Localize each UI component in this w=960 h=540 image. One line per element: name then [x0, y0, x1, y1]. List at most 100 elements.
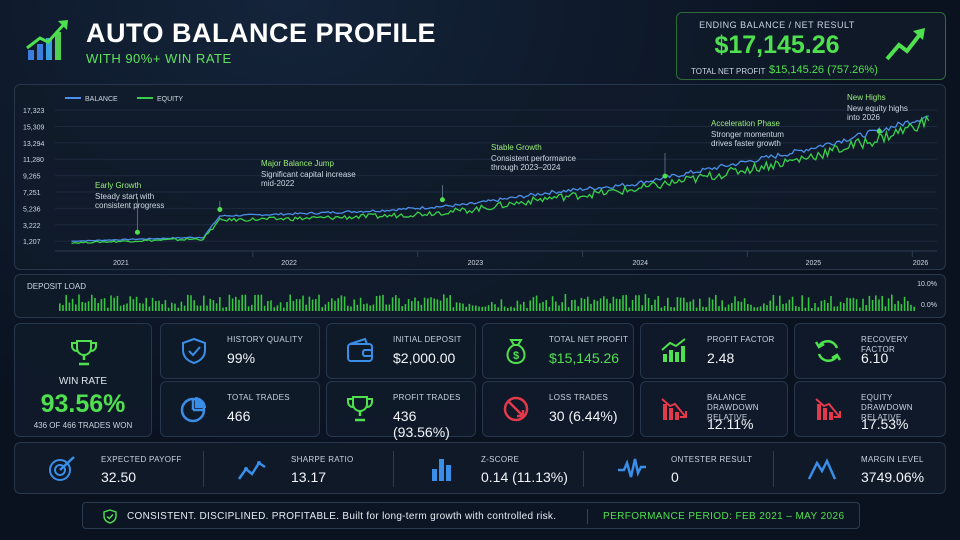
deposit-bar: [167, 307, 170, 311]
deposit-bar: [487, 305, 490, 311]
page-title: AUTO BALANCE PROFILE: [86, 18, 437, 48]
deposit-bar: [750, 304, 752, 311]
divider: [203, 451, 204, 487]
deposit-bar: [513, 307, 515, 311]
deposit-bar: [635, 295, 637, 311]
metric-value: 0: [671, 469, 679, 485]
deposit-bar: [795, 305, 797, 311]
metric-label: Z-SCORE: [481, 455, 520, 464]
deposit-bar: [900, 304, 903, 311]
deposit-bar: [769, 300, 771, 311]
deposit-bar: [190, 295, 192, 311]
deposit-bar: [103, 298, 106, 311]
deposit-bar: [913, 306, 915, 311]
page-subtitle: WITH 90%+ WIN RATE: [86, 51, 232, 66]
deposit-bar: [148, 306, 151, 311]
deposit-bar: [311, 299, 314, 311]
deposit-bar: [260, 294, 263, 311]
net-profit-label: TOTAL NET PROFIT: [691, 67, 766, 76]
deposit-bar: [603, 296, 605, 311]
y-tick-label: 3,222: [23, 223, 41, 230]
deposit-bar: [91, 294, 93, 311]
deposit-bar: [455, 302, 458, 311]
deposit-bar: [177, 307, 179, 311]
deposit-bar: [820, 300, 823, 311]
deposit-bar: [375, 296, 378, 311]
deposit-bar: [907, 300, 909, 311]
deposit-bar: [199, 305, 202, 311]
deposit-bar: [398, 298, 400, 311]
deposit-bar: [667, 297, 669, 311]
metric-label: SHARPE RATIO: [291, 455, 354, 464]
deposit-bar: [910, 304, 912, 311]
deposit-bar: [139, 303, 141, 311]
metric-label: TOTAL TRADES: [227, 393, 290, 402]
line-chart-icon: [237, 461, 266, 480]
deposit-bar: [231, 298, 234, 311]
x-tick-label: 2025: [806, 260, 822, 267]
metric-label: PROFIT FACTOR: [707, 335, 775, 344]
deposit-bar: [686, 302, 688, 311]
metric-label: PROFIT TRADES: [393, 393, 461, 402]
deposit-bar: [606, 298, 608, 311]
deposit-bar: [721, 300, 723, 311]
chart-up-icon: [661, 338, 686, 362]
deposit-bar: [782, 303, 784, 311]
deposit-bar: [641, 305, 643, 311]
deposit-bar: [395, 295, 397, 311]
deposit-bar: [209, 298, 211, 311]
deposit-bar: [126, 303, 128, 311]
deposit-bar: [215, 303, 218, 311]
y-tick-label: 5,236: [23, 206, 41, 213]
metric-value: 32.50: [101, 469, 137, 485]
ending-balance-panel: ENDING BALANCE / NET RESULT $17,145.26 T…: [676, 12, 946, 80]
deposit-bar: [206, 305, 208, 311]
deposit-bar: [436, 299, 439, 311]
deposit-bar: [283, 307, 285, 311]
deposit-bar: [843, 303, 845, 311]
deposit-bar: [356, 304, 359, 311]
deposit-bar: [158, 300, 160, 311]
bottom-metrics-bar: EXPECTED PAYOFF 32.50 SHARPE RATIO 13.17…: [14, 442, 946, 494]
metric-value: 12.11%: [707, 416, 754, 432]
x-tick-label: 2026: [913, 260, 929, 267]
deposit-bar: [849, 298, 851, 311]
deposit-bar: [372, 304, 375, 311]
deposit-bar: [561, 302, 563, 311]
deposit-bar: [123, 304, 125, 311]
deposit-bar: [116, 295, 119, 311]
deposit-bar: [852, 297, 855, 311]
metric-card-total-net-profit: $ TOTAL NET PROFIT $15,145.26: [482, 323, 634, 379]
x-tick-label: 2023: [468, 260, 484, 267]
deposit-bar: [609, 303, 611, 311]
deposit-bar: [270, 300, 272, 311]
deposit-bar: [702, 306, 704, 311]
deposit-bar: [443, 294, 445, 311]
deposit-bar: [759, 306, 762, 311]
deposit-bar: [587, 296, 589, 311]
annotation-new-highs: New Highs New equity highs into 2026: [847, 93, 908, 122]
metric-margin-level: MARGIN LEVEL 3749.06%: [775, 443, 945, 495]
trend-up-icon: [885, 28, 925, 61]
metric-sharpe-ratio: SHARPE RATIO 13.17: [205, 443, 391, 495]
deposit-bar: [196, 305, 199, 311]
deposit-bar: [363, 304, 365, 311]
deposit-bar: [180, 301, 183, 311]
deposit-bar: [555, 301, 557, 311]
series-line-balance: [71, 115, 929, 242]
deposit-bar: [327, 301, 330, 311]
deposit-bar: [500, 299, 503, 311]
deposit-bar: [532, 297, 535, 311]
deposit-bar: [187, 294, 189, 311]
deposit-bar: [903, 296, 906, 311]
deposit-bar: [219, 297, 221, 311]
deposit-bar: [529, 300, 531, 311]
win-rate-value: 93.56%: [40, 390, 126, 418]
deposit-bar: [135, 296, 138, 311]
deposit-bar: [174, 303, 176, 311]
annotation-marker: [439, 197, 445, 203]
deposit-bar: [391, 297, 394, 311]
annotation-marker: [662, 173, 668, 179]
deposit-bar: [830, 296, 832, 311]
deposit-bar: [833, 306, 835, 311]
